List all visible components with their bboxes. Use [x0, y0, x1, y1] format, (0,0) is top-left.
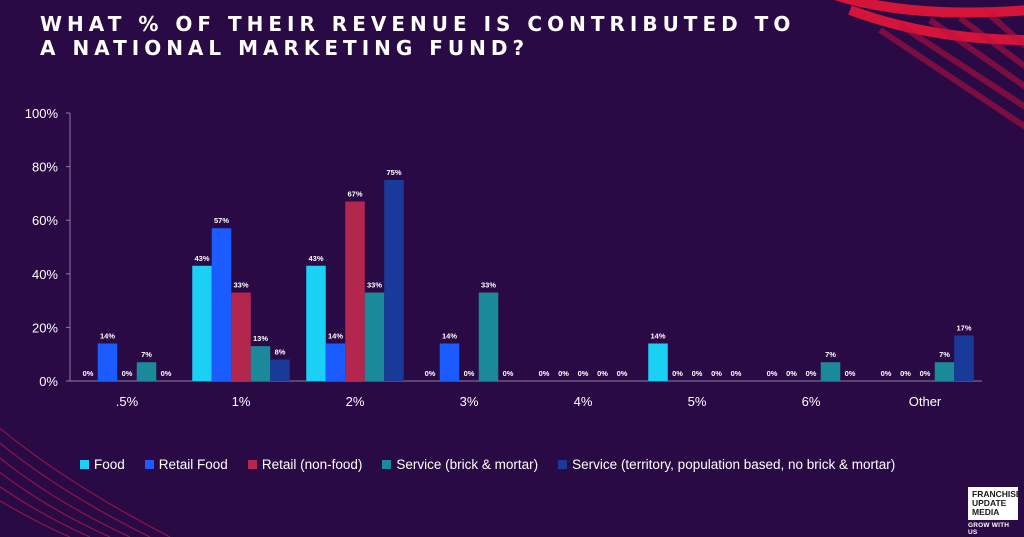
data-label: 0%: [558, 369, 569, 378]
data-label: 0%: [881, 369, 892, 378]
chart-legend: Food Retail Food Retail (non-food) Servi…: [80, 457, 895, 472]
data-label: 0%: [617, 369, 628, 378]
legend-swatch: [144, 460, 154, 469]
data-label: 0%: [425, 369, 436, 378]
data-label: 0%: [767, 369, 778, 378]
legend-label: Food: [94, 457, 125, 472]
x-tick-label: Other: [909, 394, 942, 409]
bar: [270, 359, 290, 381]
data-label: 0%: [806, 369, 817, 378]
legend-label: Service (territory, population based, no…: [572, 457, 896, 472]
bar: [306, 265, 326, 381]
data-label: 14%: [442, 331, 457, 340]
data-label: 0%: [464, 369, 475, 378]
bar: [439, 343, 460, 381]
data-label: 0%: [711, 369, 722, 378]
legend-item-retail-non-food: Retail (non-food): [247, 457, 363, 472]
data-label: 0%: [731, 369, 742, 378]
bar: [192, 265, 212, 381]
bar: [954, 335, 974, 381]
data-label: 0%: [845, 369, 856, 378]
y-tick-label: 100%: [25, 106, 59, 121]
bar: [820, 362, 841, 381]
y-tick-label: 0%: [39, 374, 58, 389]
logo-line: FRANCHISE: [972, 489, 1022, 499]
bar: [211, 228, 232, 381]
x-tick-label: .5%: [116, 394, 139, 409]
data-label: 17%: [956, 323, 971, 332]
legend-swatch: [382, 460, 392, 469]
logo-box: FRANCHISE UPDATE MEDIA: [968, 487, 1022, 520]
x-tick-label: 5%: [688, 394, 707, 409]
legend-item-service-territory: Service (territory, population based, no…: [558, 457, 895, 472]
bar: [325, 343, 346, 381]
bar: [648, 343, 668, 381]
y-tick-label: 60%: [32, 213, 58, 228]
data-label: 43%: [194, 254, 209, 263]
data-label: 67%: [347, 189, 362, 198]
y-tick-label: 80%: [32, 160, 58, 175]
brand-logo: FRANCHISE UPDATE MEDIA GROW WITH US: [968, 487, 1022, 536]
data-label: 14%: [100, 331, 115, 340]
slide-title: WHAT % OF THEIR REVENUE IS CONTRIBUTED T…: [40, 12, 796, 60]
data-label: 43%: [308, 254, 323, 263]
data-label: 0%: [539, 369, 550, 378]
data-label: 33%: [233, 281, 248, 290]
data-label: 0%: [503, 369, 514, 378]
data-label: 75%: [386, 168, 401, 177]
bar: [384, 180, 404, 381]
legend-swatch: [558, 460, 568, 469]
data-label: 0%: [672, 369, 683, 378]
data-label: 0%: [83, 369, 94, 378]
data-label: 33%: [367, 281, 382, 290]
legend-swatch: [247, 460, 257, 469]
legend-item-food: Food: [80, 457, 125, 472]
x-tick-label: 3%: [460, 394, 479, 409]
data-label: 0%: [161, 369, 172, 378]
legend-swatch: [80, 460, 89, 469]
bar: [364, 292, 385, 381]
data-label: 0%: [578, 369, 589, 378]
logo-line: MEDIA: [972, 507, 1000, 517]
bar: [478, 292, 499, 381]
data-label: 33%: [481, 281, 496, 290]
y-tick-label: 20%: [32, 320, 58, 335]
data-label: 14%: [650, 331, 665, 340]
legend-label: Retail (non-food): [261, 457, 363, 472]
data-label: 7%: [939, 350, 950, 359]
logo-tagline: GROW WITH US: [968, 522, 1010, 536]
data-label: 13%: [253, 334, 268, 343]
x-tick-label: 2%: [346, 394, 365, 409]
y-tick-label: 40%: [32, 267, 58, 282]
data-label: 0%: [786, 369, 797, 378]
x-tick-label: 1%: [232, 394, 251, 409]
x-tick-label: 6%: [802, 394, 821, 409]
data-label: 7%: [825, 350, 836, 359]
bar: [345, 201, 365, 381]
data-label: 0%: [900, 369, 911, 378]
logo-line: UPDATE: [972, 498, 1007, 508]
bar: [136, 362, 157, 381]
legend-label: Service (brick & mortar): [396, 457, 539, 472]
data-label: 7%: [141, 350, 152, 359]
data-label: 0%: [122, 369, 133, 378]
data-label: 0%: [920, 369, 931, 378]
data-label: 57%: [214, 216, 229, 225]
legend-label: Retail Food: [158, 457, 228, 472]
legend-item-service-brick-mortar: Service (brick & mortar): [382, 457, 538, 472]
data-label: 0%: [597, 369, 608, 378]
x-tick-label: 4%: [574, 394, 593, 409]
bar: [934, 362, 955, 381]
bar: [97, 343, 118, 381]
data-label: 14%: [328, 331, 343, 340]
bar: [231, 292, 251, 381]
data-label: 8%: [275, 348, 286, 357]
legend-item-retail-food: Retail Food: [144, 457, 228, 472]
bar: [250, 346, 271, 381]
data-label: 0%: [692, 369, 703, 378]
